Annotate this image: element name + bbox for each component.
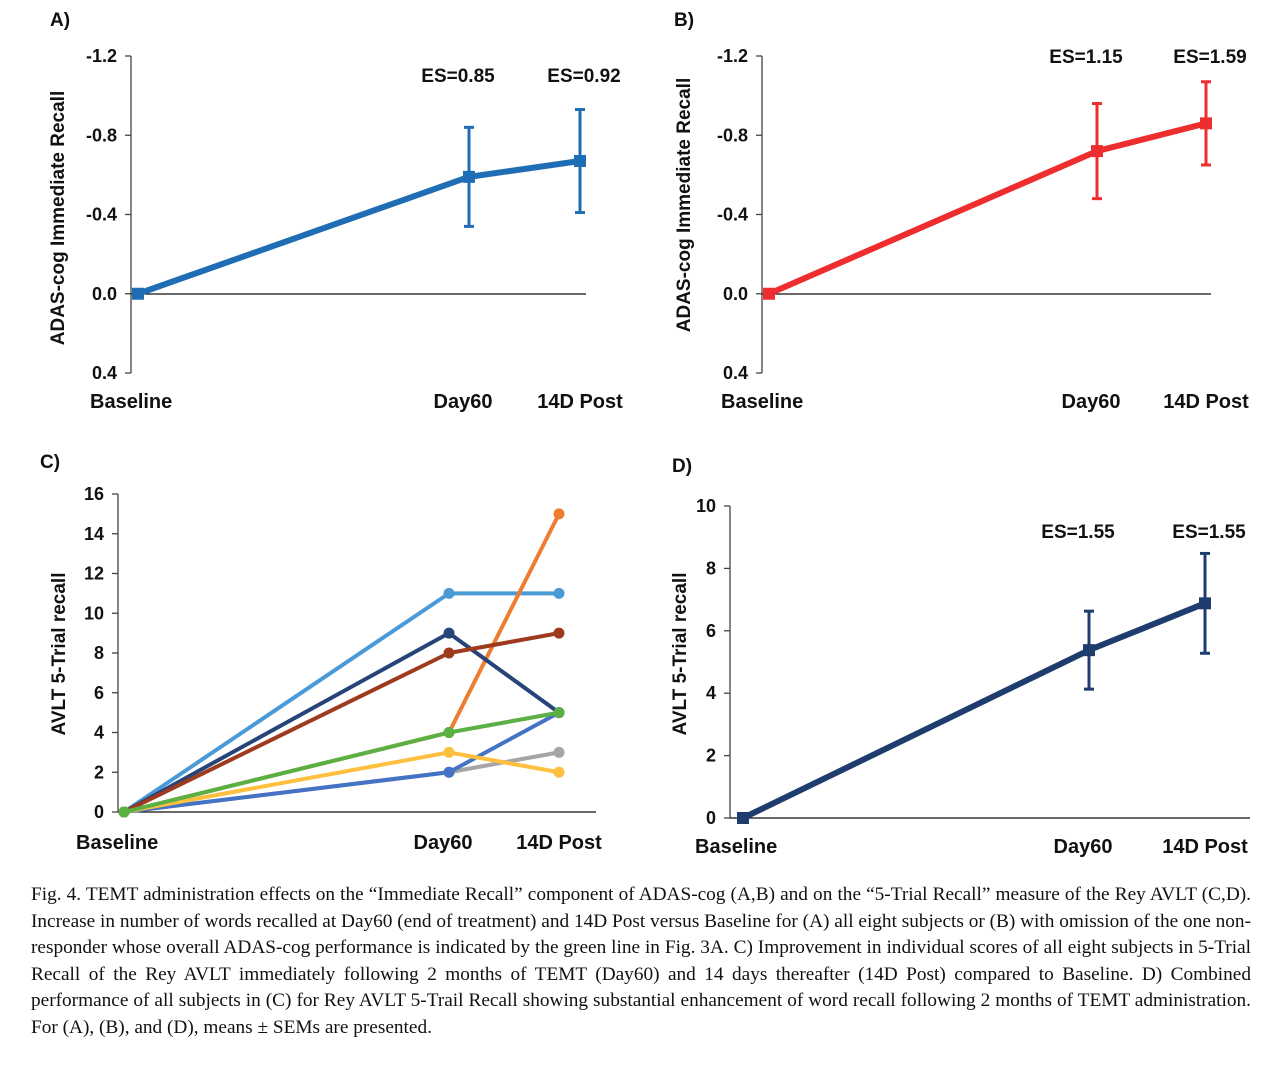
panel-label: C) [40,452,60,473]
y-tick-label: 6 [94,683,104,703]
x-category-label: Day60 [1054,836,1113,858]
effect-size-label: ES=1.15 [1049,47,1123,68]
data-point [1199,597,1211,610]
effect-size-label: ES=0.85 [421,66,495,87]
x-category-label: Baseline [76,832,158,854]
data-point [553,627,565,639]
data-point [443,587,455,599]
data-point [553,766,565,778]
y-tick-label: 0.0 [723,284,748,304]
panel-b: B) -1.2 -0.8 -0.4 0.0 0.4 Baseline Day60 14D Pos… [674,10,1249,413]
data-point [443,627,455,639]
x-category-label: 14D Post [1163,391,1249,413]
panel-a: A) -1.2 -0.8 -0.4 0.0 0.4 Baseline Day60 14D Pos… [48,10,623,413]
x-category-label: Baseline [721,391,803,413]
data-point [574,155,586,168]
data-point [553,587,565,599]
panel-label: B) [674,10,694,31]
data-point [1200,117,1212,130]
panel-label: A) [50,10,70,31]
series-line [766,120,1209,297]
data-point [463,170,475,183]
x-category-label: 14D Post [516,832,602,854]
panel-label: D) [672,456,692,477]
data-point [443,647,455,659]
y-tick-label: -1.2 [86,46,117,66]
data-point [443,727,455,738]
x-category-label: 14D Post [537,391,623,413]
y-tick-label: 2 [94,762,104,782]
y-tick-label: 8 [94,643,104,663]
y-tick-label: 0.4 [92,363,117,383]
y-tick-label: 2 [706,746,716,766]
y-tick-label: 6 [706,621,716,641]
y-tick-label: 10 [84,603,104,623]
y-tick-label: -0.8 [86,125,117,145]
y-tick-label: -0.8 [717,125,748,145]
data-point [443,766,455,778]
y-tick-label: -1.2 [717,46,748,66]
figure-4: A) -1.2 -0.8 -0.4 0.0 0.4 Baseline Day60 14D Pos… [40,10,1250,858]
data-point [443,746,455,758]
data-point [132,287,144,300]
y-tick-label: 0.4 [723,363,748,383]
panel-d: D) 0 2 4 6 8 10 Baseline Day60 14D Post AVLT 5-Tri… [670,456,1250,858]
series-line [740,600,1208,821]
y-tick-label: 14 [84,524,104,544]
y-tick-label: -0.4 [86,205,117,225]
effect-size-label: ES=1.55 [1172,522,1246,543]
y-tick-label: 0 [94,802,104,822]
y-axis-title: ADAS-cog Immediate Recall [48,91,69,345]
y-tick-label: 0.0 [92,284,117,304]
y-tick-label: 4 [706,683,716,703]
x-category-label: Baseline [90,391,172,413]
x-category-label: Day60 [414,832,473,854]
x-category-label: Day60 [434,391,493,413]
effect-size-label: ES=1.59 [1173,47,1246,68]
effect-size-label: ES=0.92 [547,66,620,87]
data-point [1083,644,1095,657]
x-category-label: Baseline [695,836,777,858]
y-axis-title: ADAS-cog Immediate Recall [674,78,695,332]
effect-size-label: ES=1.55 [1041,522,1115,543]
data-point [553,746,565,758]
y-tick-label: 8 [706,558,716,578]
panel-c: C) 0 2 4 6 8 10 12 14 16 Baseline Day60 14D Post AVLT… [40,452,602,854]
y-tick-label: 4 [94,723,104,743]
figure-caption: Fig. 4. TEMT administration effects on t… [31,884,1251,1038]
y-tick-label: 0 [706,808,716,828]
series-line [135,158,583,297]
y-tick-label: -0.4 [717,205,748,225]
data-point [763,287,775,300]
data-point [737,812,749,824]
data-point [118,806,130,818]
data-point [553,508,565,520]
data-point [553,707,565,719]
y-tick-label: 16 [84,484,104,504]
y-axis-title: AVLT 5-Trial recall [49,573,70,736]
y-tick-label: 12 [84,564,104,584]
x-category-label: 14D Post [1162,836,1248,858]
data-point [1091,145,1103,158]
y-tick-label: 10 [696,496,716,516]
x-category-label: Day60 [1062,391,1121,413]
y-axis-title: AVLT 5-Trial recall [670,573,691,736]
